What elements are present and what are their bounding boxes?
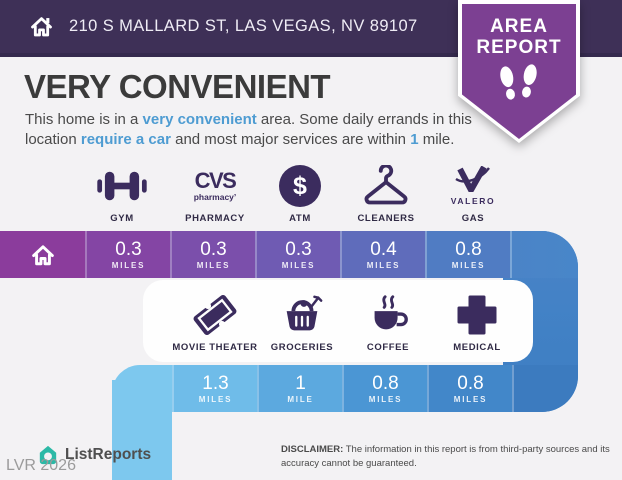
disclaimer-text: The information in this report is from t… (281, 444, 610, 469)
disclaimer-label: DISCLAIMER: (281, 444, 344, 455)
badge-line2: REPORT (476, 37, 562, 58)
distance-cell: 0.4 MILES (340, 231, 425, 278)
amenity-label: MOVIE THEATER (172, 342, 258, 353)
distance-cell: 0.8 MILES (342, 365, 427, 412)
amenity-label: ATM (289, 213, 311, 224)
amenity-label: GAS (461, 213, 485, 224)
distance-cell: 1.3 MILES (172, 365, 257, 412)
amenity-label: MEDICAL (453, 342, 501, 353)
house-icon (31, 244, 54, 265)
intro-text: area. Some daily errands in this locatio… (25, 111, 472, 148)
coffee-cup-icon (374, 295, 408, 330)
amenity-gym: GYM (74, 163, 170, 224)
badge-line1: AREA (490, 16, 548, 37)
ticket-icon (193, 294, 237, 336)
watermark: LVR 2026 (6, 457, 76, 474)
amenity-label: GROCERIES (270, 342, 334, 353)
listreports-house-icon (39, 445, 57, 465)
footprints-icon (500, 64, 537, 100)
distance-cell: 0.3 MILES (85, 231, 170, 278)
ribbon-filler (512, 365, 578, 412)
ribbon-filler (510, 231, 578, 278)
dumbbell-icon (97, 171, 147, 201)
intro-paragraph: This home is in a very convenient area. … (25, 110, 483, 150)
distance-cell: 0.3 MILES (255, 231, 340, 278)
distance-cell: 1 MILE (257, 365, 342, 412)
distance-cell: 0.8 MILES (425, 231, 510, 278)
distance-cell: 0.3 MILES (170, 231, 255, 278)
amenity-label: CLEANERS (357, 213, 415, 224)
amenity-pharmacy: CVS pharmacy’ PHARMACY (167, 163, 263, 224)
amenity-label: COFFEE (366, 342, 410, 353)
disclaimer: DISCLAIMER: The information in this repo… (281, 443, 611, 471)
intro-text: mile. (418, 130, 455, 148)
amenity-cleaners: CLEANERS (338, 163, 434, 224)
distance-ribbon-top: 0.3 MILES 0.3 MILES 0.3 MILES 0.4 MILES … (0, 231, 578, 278)
intro-text: and most major services are within (170, 130, 411, 148)
ribbon-home-cell (0, 231, 85, 278)
amenity-label: PHARMACY (185, 213, 245, 224)
valero-logo: VALERO (451, 165, 495, 206)
amenity-label: GYM (110, 213, 134, 224)
dollar-circle-icon: $ (279, 165, 321, 207)
amenity-movie-theater: MOVIE THEATER (167, 292, 263, 353)
amenity-groceries: GROCERIES (254, 292, 350, 353)
ribbon-filler (112, 365, 172, 412)
distance-ribbon-bottom: 1.3 MILES 1 MILE 0.8 MILES 0.8 MILES (112, 365, 578, 412)
cvs-logo: CVS pharmacy’ (193, 168, 237, 203)
brand-name: ListReports (65, 446, 152, 463)
amenity-coffee: COFFEE (340, 292, 436, 353)
amenity-gas: VALERO GAS (425, 163, 521, 224)
listreports-logo: ListReports (38, 445, 151, 465)
medical-cross-icon (457, 295, 497, 335)
distance-cell: 0.8 MILES (427, 365, 512, 412)
amenity-medical: MEDICAL (429, 292, 525, 353)
intro-text: This home is in a (25, 111, 143, 128)
house-icon (31, 17, 52, 37)
property-address: 210 S MALLARD ST, LAS VEGAS, NV 89107 (69, 17, 418, 35)
basket-icon (286, 295, 323, 331)
intro-highlight-car: require a car (80, 130, 171, 148)
intro-highlight-distance: 1 (410, 130, 419, 148)
page-title: VERY CONVENIENT (24, 68, 331, 105)
intro-highlight-convenient: very convenient (142, 111, 257, 128)
area-report-badge: AREA REPORT (458, 0, 580, 143)
hanger-icon (364, 165, 408, 205)
amenity-atm: $ ATM (252, 163, 348, 224)
